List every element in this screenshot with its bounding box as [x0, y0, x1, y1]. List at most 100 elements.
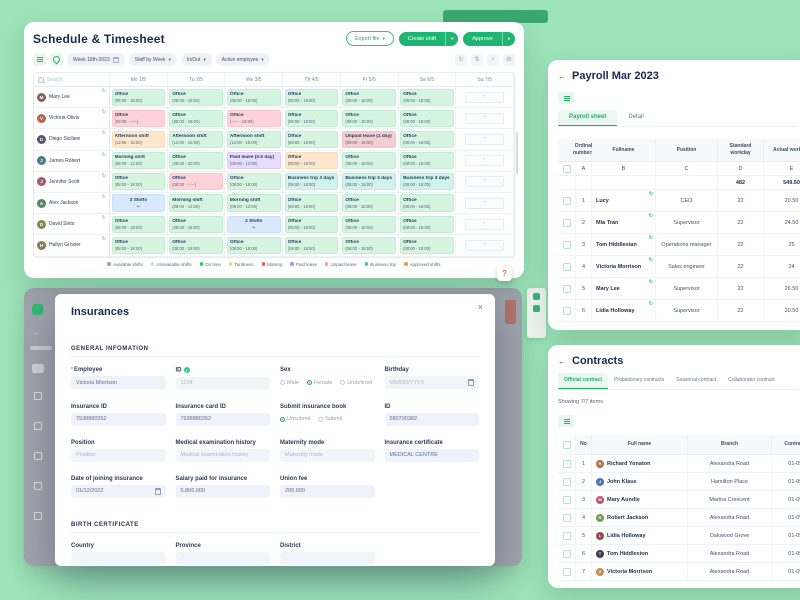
- create-shift-button[interactable]: Create shift: [398, 31, 459, 46]
- shift-block[interactable]: Afternoon shift (12:00 - 15:00): [111, 130, 166, 149]
- schedule-cell[interactable]: +: [456, 108, 514, 130]
- shift-block[interactable]: Morning shift (08:00 - 12:00): [169, 194, 223, 212]
- shift-block[interactable]: Afternoon shift (12:00 - 15:00): [169, 130, 223, 149]
- menu-button[interactable]: [558, 92, 575, 104]
- shift-block[interactable]: Office (08:00 - 20:00): [169, 152, 223, 170]
- tab-detail[interactable]: Detail: [628, 114, 644, 120]
- schedule-cell[interactable]: Office (08:00 - 18:00): [340, 214, 399, 236]
- shift-block[interactable]: Office (08:00 - 18:00): [342, 215, 397, 233]
- shift-block[interactable]: Office (08:00 - 18:00): [400, 194, 454, 212]
- schedule-cell[interactable]: Office (08:00 - 18:00): [167, 87, 226, 109]
- schedule-cell[interactable]: +: [456, 129, 514, 151]
- shift-block[interactable]: Office (08:00 - 18:00): [284, 236, 339, 254]
- schedule-cell[interactable]: Office (08:00 - 18:00): [340, 108, 399, 130]
- union-fee-input[interactable]: 200.000: [280, 484, 375, 498]
- week-picker[interactable]: Week 18th-2023: [67, 53, 125, 66]
- schedule-cell[interactable]: Morning shift (08:00 - 12:00): [167, 192, 226, 215]
- schedule-cell[interactable]: Office (08:00 - --:--): [110, 108, 168, 130]
- shift-block[interactable]: Office (08:00 - 18:00): [169, 88, 223, 106]
- sync-icon[interactable]: ↻: [101, 236, 106, 243]
- checkbox[interactable]: [562, 495, 571, 504]
- menu-button[interactable]: [33, 53, 46, 66]
- shift-block[interactable]: Office (08:00 - 18:00): [400, 130, 454, 149]
- scrollbar[interactable]: [515, 132, 518, 174]
- schedule-cell[interactable]: 2 Shifts ••: [225, 214, 284, 236]
- checkbox[interactable]: [562, 549, 571, 558]
- tab-probationary-contracts[interactable]: Probationary contracts: [614, 377, 665, 383]
- schedule-cell[interactable]: Office (08:00 - 18:00): [398, 150, 457, 172]
- staff-by-week-filter[interactable]: Staff by Week: [128, 53, 177, 66]
- add-shift-button[interactable]: +: [464, 133, 505, 145]
- submit-insurance-book-option-submit[interactable]: Submit: [318, 416, 342, 422]
- sort-icon[interactable]: ⇅: [471, 53, 483, 66]
- sync-icon[interactable]: ↻: [648, 213, 653, 219]
- add-shift-button[interactable]: +: [464, 218, 505, 230]
- shift-block[interactable]: Afternoon shift (12:00 - 15:00): [226, 130, 281, 149]
- add-shift-button[interactable]: +: [464, 91, 505, 103]
- sync-icon[interactable]: ↻: [101, 172, 106, 179]
- checkbox[interactable]: [562, 196, 571, 205]
- sync-icon[interactable]: ↻: [648, 257, 653, 263]
- sync-icon[interactable]: ↻: [648, 301, 653, 307]
- shift-block[interactable]: Morning shift (08:00 - 12:00): [111, 152, 166, 170]
- tab-payroll-sheet[interactable]: Payroll sheet: [558, 110, 618, 126]
- shift-block[interactable]: Office (--:-- - 18:00): [226, 109, 281, 127]
- schedule-cell[interactable]: Business trip 3 days (08:00 - 18:00): [340, 171, 399, 193]
- schedule-cell[interactable]: Office (08:00 - 18:00): [283, 214, 341, 236]
- schedule-cell[interactable]: Office (08:00 - 18:00): [283, 192, 341, 215]
- schedule-cell[interactable]: Office (08:00 - 18:00): [283, 108, 341, 130]
- position-input[interactable]: Position: [71, 448, 166, 462]
- district-input[interactable]: [280, 551, 375, 565]
- schedule-cell[interactable]: Office (08:00 - 18:00): [398, 235, 457, 257]
- shift-block[interactable]: Office (08:00 - 18:00): [400, 88, 454, 106]
- schedule-cell[interactable]: Office (08:00 - 18:00): [110, 235, 168, 257]
- schedule-cell[interactable]: Office (08:00 - 18:00): [340, 87, 399, 109]
- shift-block[interactable]: Office (08:00 - 18:00): [284, 215, 339, 233]
- checkbox[interactable]: [562, 567, 571, 576]
- schedule-cell[interactable]: Office (08:00 - 18:00): [283, 235, 341, 257]
- location-button[interactable]: [50, 53, 63, 66]
- schedule-cell[interactable]: Office (08:00 - 18:00): [283, 87, 341, 109]
- schedule-cell[interactable]: Office (08:00 - 18:00): [398, 214, 457, 236]
- schedule-cell[interactable]: Afternoon shift (12:00 - 15:00): [225, 129, 284, 151]
- schedule-cell[interactable]: Unpaid leave (1 day) (08:00 - 18:00): [340, 129, 399, 151]
- medical-examination-history-input[interactable]: Medical examination history: [175, 448, 270, 462]
- caret-down-icon[interactable]: [501, 31, 515, 46]
- refresh-icon[interactable]: ↻: [455, 53, 467, 66]
- shift-block[interactable]: Office (08:00 - 18:00): [342, 109, 397, 127]
- schedule-cell[interactable]: Morning shift (08:00 - 12:00): [225, 192, 284, 215]
- tab-collaborator-contract[interactable]: Collaborator contract: [728, 377, 775, 383]
- insurance-id-input[interactable]: 7938880352: [71, 412, 166, 426]
- shift-block[interactable]: Office (08:00 - 18:00): [400, 152, 454, 170]
- check-icon[interactable]: ✓: [487, 53, 499, 66]
- checkbox[interactable]: [562, 284, 571, 293]
- shift-block[interactable]: 2 Shifts ••: [111, 194, 166, 212]
- shift-block[interactable]: Office (08:00 - 18:00): [400, 109, 454, 127]
- shift-block[interactable]: Office (08:00 - 18:00): [226, 236, 281, 254]
- id-input[interactable]: 1234: [175, 376, 270, 390]
- schedule-cell[interactable]: Office (08:00 - --:--): [167, 171, 226, 193]
- sync-icon[interactable]: ↻: [101, 151, 106, 158]
- schedule-cell[interactable]: Office (08:00 - 18:00): [283, 129, 341, 151]
- schedule-cell[interactable]: Afternoon shift (12:00 - 15:00): [167, 129, 226, 151]
- schedule-cell[interactable]: Office (08:00 - 18:00): [283, 150, 341, 172]
- birthday-input[interactable]: MM/DD/YYYY: [384, 376, 479, 389]
- sync-icon[interactable]: ↻: [101, 88, 106, 94]
- caret-down-icon[interactable]: [444, 31, 458, 46]
- insurance-certificate-input[interactable]: MEDICAL CENTRE: [384, 448, 479, 462]
- schedule-cell[interactable]: +: [456, 87, 514, 109]
- maternity-mode-input[interactable]: Maternity mode: [280, 448, 375, 462]
- shift-block[interactable]: Office (08:00 - 18:00): [284, 194, 339, 212]
- checkbox[interactable]: [562, 262, 571, 271]
- checkbox[interactable]: [562, 513, 571, 522]
- schedule-cell[interactable]: Office (08:00 - 18:00): [340, 192, 399, 215]
- schedule-cell[interactable]: Office (08:00 - 18:00): [110, 214, 168, 236]
- shift-block[interactable]: Office (08:00 - 18:00): [226, 173, 281, 191]
- sync-icon[interactable]: ↻: [648, 235, 653, 241]
- shift-block[interactable]: Office (08:00 - --:--): [169, 173, 223, 191]
- shift-block[interactable]: Office (08:00 - 18:00): [284, 152, 339, 170]
- shift-block[interactable]: Business trip 3 days (08:00 - 18:00): [400, 173, 454, 191]
- sex-option-female[interactable]: Female: [306, 380, 332, 386]
- schedule-cell[interactable]: Business trip 3 days (08:00 - 18:00): [398, 171, 457, 193]
- schedule-cell[interactable]: Paid leave (0.5 day) (08:00 - 12:00): [225, 150, 284, 172]
